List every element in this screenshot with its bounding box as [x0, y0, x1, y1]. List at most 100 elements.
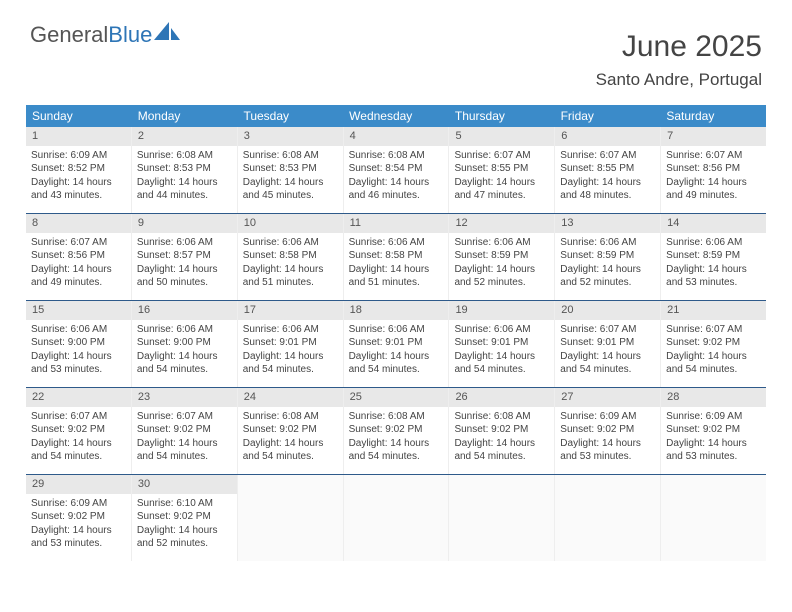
day-body: Sunrise: 6:08 AMSunset: 9:02 PMDaylight:… [449, 407, 554, 468]
daylight-line: Daylight: 14 hours and 53 minutes. [560, 437, 655, 464]
sunset-line: Sunset: 8:59 PM [454, 249, 549, 263]
day-body: Sunrise: 6:07 AMSunset: 8:56 PMDaylight:… [26, 233, 131, 294]
day-body: Sunrise: 6:07 AMSunset: 9:02 PMDaylight:… [132, 407, 237, 468]
day-number: 3 [238, 127, 343, 146]
daylight-line: Daylight: 14 hours and 44 minutes. [137, 176, 232, 203]
sunrise-line: Sunrise: 6:07 AM [666, 149, 761, 163]
sunrise-line: Sunrise: 6:08 AM [243, 149, 338, 163]
day-number: 30 [132, 475, 237, 494]
day-cell: 21Sunrise: 6:07 AMSunset: 9:02 PMDayligh… [661, 301, 766, 387]
daylight-line: Daylight: 14 hours and 51 minutes. [243, 263, 338, 290]
day-cell: 18Sunrise: 6:06 AMSunset: 9:01 PMDayligh… [344, 301, 450, 387]
sunrise-line: Sunrise: 6:06 AM [560, 236, 655, 250]
day-body: Sunrise: 6:09 AMSunset: 9:02 PMDaylight:… [661, 407, 766, 468]
sunrise-line: Sunrise: 6:09 AM [560, 410, 655, 424]
sunrise-line: Sunrise: 6:07 AM [31, 236, 126, 250]
sunrise-line: Sunrise: 6:06 AM [243, 236, 338, 250]
daylight-line: Daylight: 14 hours and 47 minutes. [454, 176, 549, 203]
sunset-line: Sunset: 8:56 PM [31, 249, 126, 263]
daylight-line: Daylight: 14 hours and 46 minutes. [349, 176, 444, 203]
day-number: 20 [555, 301, 660, 320]
sunset-line: Sunset: 8:52 PM [31, 162, 126, 176]
week-row: 8Sunrise: 6:07 AMSunset: 8:56 PMDaylight… [26, 213, 766, 300]
sunrise-line: Sunrise: 6:09 AM [666, 410, 761, 424]
day-cell: 24Sunrise: 6:08 AMSunset: 9:02 PMDayligh… [238, 388, 344, 474]
day-body: Sunrise: 6:06 AMSunset: 8:58 PMDaylight:… [344, 233, 449, 294]
sunset-line: Sunset: 8:53 PM [243, 162, 338, 176]
sail-icon [154, 22, 180, 48]
sunset-line: Sunset: 8:58 PM [243, 249, 338, 263]
weekday-header: Wednesday [343, 105, 449, 127]
daylight-line: Daylight: 14 hours and 50 minutes. [137, 263, 232, 290]
sunset-line: Sunset: 8:58 PM [349, 249, 444, 263]
day-cell: 27Sunrise: 6:09 AMSunset: 9:02 PMDayligh… [555, 388, 661, 474]
sunset-line: Sunset: 9:02 PM [560, 423, 655, 437]
day-body: Sunrise: 6:09 AMSunset: 9:02 PMDaylight:… [555, 407, 660, 468]
header: June 2025 Santo Andre, Portugal [596, 30, 762, 90]
day-number: 11 [344, 214, 449, 233]
weekday-header: Thursday [449, 105, 555, 127]
weekday-header-row: SundayMondayTuesdayWednesdayThursdayFrid… [26, 105, 766, 127]
daylight-line: Daylight: 14 hours and 54 minutes. [137, 437, 232, 464]
day-cell: 10 Sunrise: 6:06 AMSunset: 8:58 PMDayligh… [238, 214, 344, 300]
day-cell: 26Sunrise: 6:08 AMSunset: 9:02 PMDayligh… [449, 388, 555, 474]
day-body: Sunrise: 6:06 AMSunset: 9:00 PMDaylight:… [26, 320, 131, 381]
day-cell: 3Sunrise: 6:08 AMSunset: 8:53 PMDaylight… [238, 127, 344, 213]
sunset-line: Sunset: 9:02 PM [666, 423, 761, 437]
sunrise-line: Sunrise: 6:07 AM [137, 410, 232, 424]
day-body: Sunrise: 6:06 AMSunset: 9:00 PMDaylight:… [132, 320, 237, 381]
sunrise-line: Sunrise: 6:06 AM [243, 323, 338, 337]
day-cell: 2Sunrise: 6:08 AMSunset: 8:53 PMDaylight… [132, 127, 238, 213]
daylight-line: Daylight: 14 hours and 49 minutes. [666, 176, 761, 203]
daylight-line: Daylight: 14 hours and 49 minutes. [31, 263, 126, 290]
day-cell: 9Sunrise: 6:06 AMSunset: 8:57 PMDaylight… [132, 214, 238, 300]
day-body: Sunrise: 6:08 AMSunset: 8:53 PMDaylight:… [238, 146, 343, 207]
day-body: Sunrise: 6:07 AMSunset: 8:56 PMDaylight:… [661, 146, 766, 207]
sunset-line: Sunset: 9:02 PM [454, 423, 549, 437]
day-cell: 28Sunrise: 6:09 AMSunset: 9:02 PMDayligh… [661, 388, 766, 474]
daylight-line: Daylight: 14 hours and 54 minutes. [349, 437, 444, 464]
sunset-line: Sunset: 8:54 PM [349, 162, 444, 176]
day-number: 27 [555, 388, 660, 407]
daylight-line: Daylight: 14 hours and 54 minutes. [560, 350, 655, 377]
day-number: 10 [238, 214, 343, 233]
sunrise-line: Sunrise: 6:08 AM [243, 410, 338, 424]
day-body: Sunrise: 6:06 AMSunset: 8:59 PMDaylight:… [661, 233, 766, 294]
daylight-line: Daylight: 14 hours and 51 minutes. [349, 263, 444, 290]
day-body: Sunrise: 6:08 AMSunset: 8:54 PMDaylight:… [344, 146, 449, 207]
month-title: June 2025 [596, 30, 762, 64]
sunset-line: Sunset: 8:59 PM [666, 249, 761, 263]
daylight-line: Daylight: 14 hours and 54 minutes. [349, 350, 444, 377]
day-cell: 25Sunrise: 6:08 AMSunset: 9:02 PMDayligh… [344, 388, 450, 474]
daylight-line: Daylight: 14 hours and 54 minutes. [137, 350, 232, 377]
logo-text-1: General [30, 22, 108, 48]
day-cell: 1Sunrise: 6:09 AMSunset: 8:52 PMDaylight… [26, 127, 132, 213]
sunset-line: Sunset: 9:02 PM [243, 423, 338, 437]
sunset-line: Sunset: 9:01 PM [560, 336, 655, 350]
daylight-line: Daylight: 14 hours and 52 minutes. [454, 263, 549, 290]
day-number: 28 [661, 388, 766, 407]
sunset-line: Sunset: 9:01 PM [454, 336, 549, 350]
day-cell: 14Sunrise: 6:06 AMSunset: 8:59 PMDayligh… [661, 214, 766, 300]
weekday-header: Saturday [660, 105, 766, 127]
day-body: Sunrise: 6:08 AMSunset: 9:02 PMDaylight:… [238, 407, 343, 468]
day-number: 9 [132, 214, 237, 233]
sunrise-line: Sunrise: 6:07 AM [31, 410, 126, 424]
sunset-line: Sunset: 9:00 PM [31, 336, 126, 350]
sunset-line: Sunset: 9:02 PM [666, 336, 761, 350]
daylight-line: Daylight: 14 hours and 53 minutes. [31, 350, 126, 377]
day-body: Sunrise: 6:06 AMSunset: 8:59 PMDaylight:… [555, 233, 660, 294]
sunset-line: Sunset: 9:02 PM [137, 510, 232, 524]
day-body: Sunrise: 6:06 AMSunset: 9:01 PMDaylight:… [344, 320, 449, 381]
sunrise-line: Sunrise: 6:08 AM [349, 410, 444, 424]
day-number: 19 [449, 301, 554, 320]
sunset-line: Sunset: 8:55 PM [454, 162, 549, 176]
day-cell: 19Sunrise: 6:06 AMSunset: 9:01 PMDayligh… [449, 301, 555, 387]
week-row: 22Sunrise: 6:07 AMSunset: 9:02 PMDayligh… [26, 387, 766, 474]
day-number: 15 [26, 301, 131, 320]
daylight-line: Daylight: 14 hours and 54 minutes. [454, 350, 549, 377]
day-number: 29 [26, 475, 131, 494]
daylight-line: Daylight: 14 hours and 54 minutes. [454, 437, 549, 464]
sunrise-line: Sunrise: 6:07 AM [560, 323, 655, 337]
week-row: 29Sunrise: 6:09 AMSunset: 9:02 PMDayligh… [26, 474, 766, 561]
